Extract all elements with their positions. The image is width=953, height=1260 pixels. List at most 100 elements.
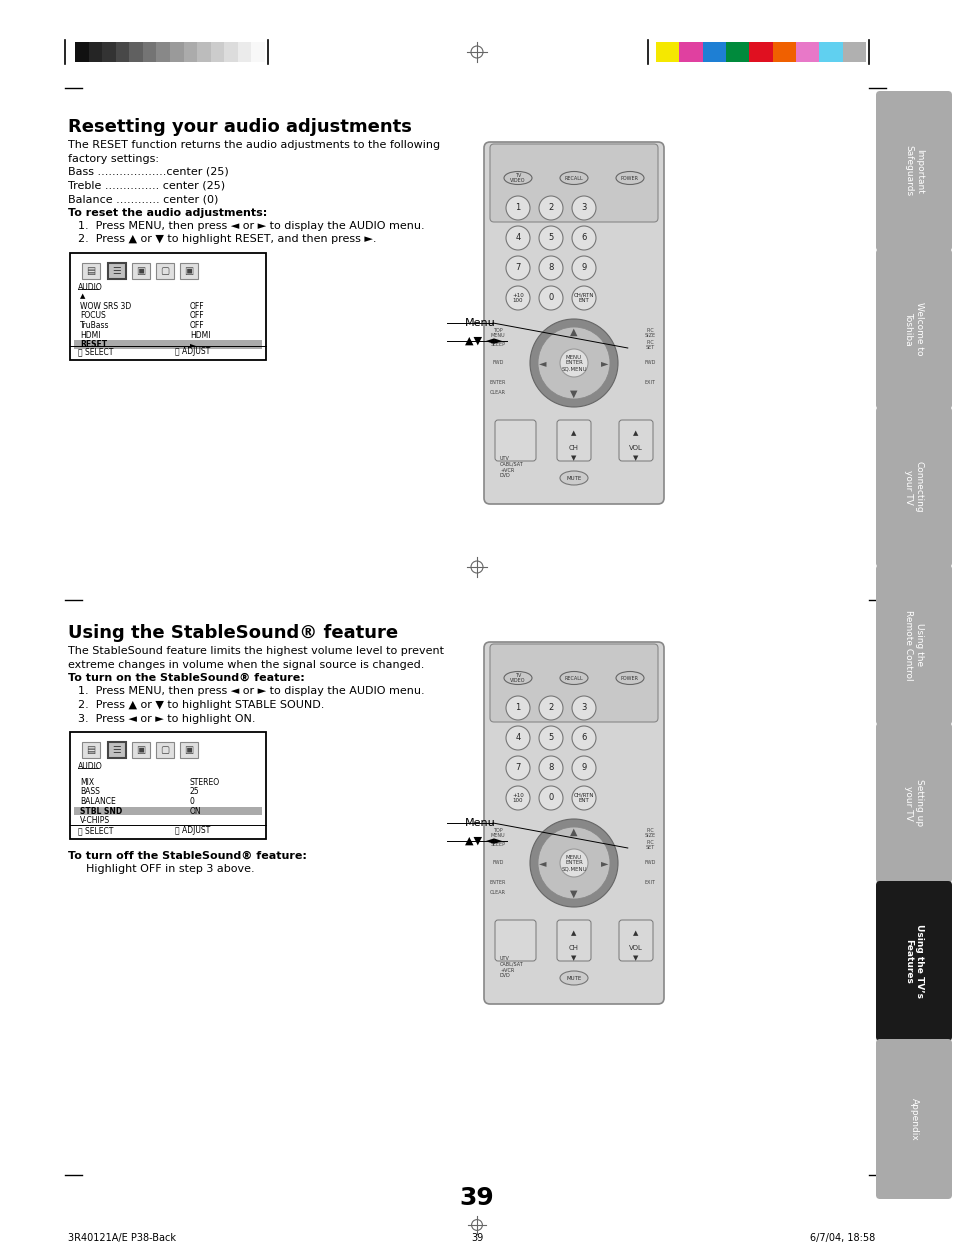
Ellipse shape — [503, 171, 532, 184]
Text: Using the StableSound® feature: Using the StableSound® feature — [68, 624, 397, 643]
Text: Important
Safeguards: Important Safeguards — [903, 145, 923, 197]
FancyBboxPatch shape — [875, 723, 951, 883]
Text: 6: 6 — [580, 733, 586, 742]
Circle shape — [572, 226, 596, 249]
FancyBboxPatch shape — [495, 420, 536, 461]
Text: SLEEP: SLEEP — [490, 343, 505, 348]
FancyBboxPatch shape — [483, 643, 663, 1004]
Bar — [130, 42, 143, 62]
Circle shape — [559, 849, 587, 877]
FancyBboxPatch shape — [875, 407, 951, 567]
Text: Setting up
your TV: Setting up your TV — [903, 780, 923, 827]
Text: ▲: ▲ — [571, 430, 576, 436]
Text: 7: 7 — [515, 764, 520, 772]
Text: ▤: ▤ — [87, 266, 95, 276]
Bar — [82, 742, 100, 759]
Text: ◄: ◄ — [538, 858, 546, 868]
Text: Connecting
your TV: Connecting your TV — [903, 461, 923, 513]
Bar — [156, 742, 173, 759]
Text: 5: 5 — [548, 733, 553, 742]
Text: FWD: FWD — [492, 861, 503, 866]
Circle shape — [505, 286, 530, 310]
Text: ▤: ▤ — [87, 745, 95, 755]
Text: ▣: ▣ — [136, 745, 146, 755]
Text: 1: 1 — [515, 703, 520, 712]
Ellipse shape — [559, 171, 587, 184]
Text: ☰: ☰ — [112, 745, 121, 755]
FancyBboxPatch shape — [875, 249, 951, 410]
Text: CLEAR: CLEAR — [490, 391, 505, 396]
Text: MENU
ENTER
SQ.MENU: MENU ENTER SQ.MENU — [560, 854, 586, 872]
Text: 8: 8 — [548, 263, 553, 272]
Text: ENTER: ENTER — [489, 381, 506, 386]
Text: MENU
ENTER
SQ.MENU: MENU ENTER SQ.MENU — [560, 355, 586, 372]
Ellipse shape — [503, 672, 532, 684]
Text: 8: 8 — [548, 764, 553, 772]
Text: ►: ► — [600, 858, 608, 868]
Circle shape — [538, 226, 562, 249]
Text: ▲: ▲ — [571, 930, 576, 936]
Circle shape — [538, 726, 562, 750]
Bar — [74, 806, 262, 815]
Text: TruBass: TruBass — [80, 321, 110, 330]
Circle shape — [572, 726, 596, 750]
Text: ▼: ▼ — [633, 455, 638, 461]
Text: FOCUS: FOCUS — [80, 311, 106, 320]
Text: 25: 25 — [190, 788, 199, 796]
Bar — [180, 742, 198, 759]
Text: Balance ............ center (0): Balance ............ center (0) — [68, 194, 218, 204]
Text: The StableSound feature limits the highest volume level to prevent: The StableSound feature limits the highe… — [68, 646, 443, 656]
Text: +10
100: +10 100 — [512, 793, 523, 804]
FancyBboxPatch shape — [875, 1040, 951, 1200]
Circle shape — [505, 226, 530, 249]
Text: RECALL: RECALL — [564, 175, 583, 180]
Text: ▲▼ ◄►: ▲▼ ◄► — [464, 835, 502, 845]
Circle shape — [572, 756, 596, 780]
Circle shape — [538, 756, 562, 780]
Bar — [108, 263, 126, 278]
Text: STBL SND: STBL SND — [80, 806, 122, 815]
Text: Ⓢ ADJUST: Ⓢ ADJUST — [174, 346, 210, 357]
Text: RECALL: RECALL — [564, 675, 583, 680]
Circle shape — [538, 286, 562, 310]
Text: ☰: ☰ — [112, 266, 121, 276]
Text: 4: 4 — [515, 733, 520, 742]
FancyBboxPatch shape — [483, 142, 663, 504]
Text: AUDIO: AUDIO — [78, 284, 103, 292]
FancyBboxPatch shape — [490, 644, 658, 722]
Bar — [170, 42, 183, 62]
Text: 2.  Press ▲ or ▼ to highlight RESET, and then press ►.: 2. Press ▲ or ▼ to highlight RESET, and … — [78, 234, 376, 244]
Bar — [841, 42, 865, 62]
Circle shape — [538, 256, 562, 280]
Bar — [224, 42, 237, 62]
Bar — [102, 42, 115, 62]
Text: 1.  Press MENU, then press ◄ or ► to display the AUDIO menu.: 1. Press MENU, then press ◄ or ► to disp… — [78, 220, 424, 231]
Text: CH/RTN
ENT: CH/RTN ENT — [573, 292, 594, 304]
Circle shape — [530, 319, 618, 407]
Text: ▲▼ ◄►: ▲▼ ◄► — [464, 336, 502, 346]
Text: TOP
MENU: TOP MENU — [490, 828, 505, 838]
Text: Ⓢ SELECT: Ⓢ SELECT — [78, 827, 113, 835]
Bar — [143, 42, 156, 62]
Text: MIX: MIX — [80, 777, 94, 788]
Text: 0: 0 — [548, 294, 553, 302]
Text: RESET: RESET — [80, 340, 107, 349]
Circle shape — [538, 786, 562, 810]
Text: ▲: ▲ — [633, 930, 638, 936]
Text: ▲: ▲ — [570, 827, 578, 837]
Text: EXIT: EXIT — [644, 881, 655, 886]
Text: ▢: ▢ — [160, 745, 170, 755]
Bar — [180, 263, 198, 278]
Bar — [197, 42, 211, 62]
Text: 3R40121A/E P38-Back: 3R40121A/E P38-Back — [68, 1234, 175, 1244]
Text: HDMI: HDMI — [190, 330, 211, 339]
FancyBboxPatch shape — [875, 881, 951, 1041]
Text: Bass ...................center (25): Bass ...................center (25) — [68, 168, 229, 176]
FancyBboxPatch shape — [875, 91, 951, 251]
Bar — [74, 340, 262, 349]
Text: FWD: FWD — [643, 861, 655, 866]
Text: Appendix: Appendix — [908, 1097, 918, 1140]
Text: 2: 2 — [548, 204, 553, 213]
Text: Ⓢ ADJUST: Ⓢ ADJUST — [174, 827, 210, 835]
Text: MUTE: MUTE — [566, 475, 581, 480]
